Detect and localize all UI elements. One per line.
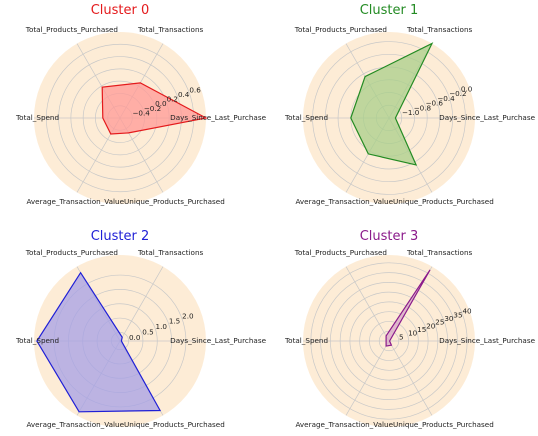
axis-label: Unique_Products_Purchased — [393, 420, 494, 429]
radial-tick-label: 25 — [435, 318, 444, 327]
radial-tick-label: −0.4 — [132, 108, 150, 117]
series-polygon — [101, 82, 208, 135]
axis-label: Total_Products_Purchased — [294, 248, 387, 257]
radial-tick-label: 0.4 — [178, 90, 190, 99]
radial-tick-label: 40 — [462, 307, 472, 316]
radial-tick-label: 15 — [417, 325, 426, 334]
radar-spoke — [119, 266, 164, 342]
axis-label: Total_Products_Purchased — [25, 248, 118, 257]
series-polygon — [385, 269, 431, 347]
radial-tick-label: −0.6 — [425, 99, 443, 108]
series-polygon — [350, 42, 434, 166]
radial-tick-label: 10 — [408, 329, 418, 338]
axis-label: Total_Spend — [284, 336, 328, 345]
axis-label: Days_Since_Last_Purchase — [439, 113, 535, 122]
axis-label: Total_Transactions — [406, 248, 472, 257]
chart-title: Cluster 2 — [91, 229, 150, 244]
axis-label: Days_Since_Last_Purchase — [170, 113, 266, 122]
radial-tick-label: 30 — [444, 314, 454, 323]
radial-tick-label: 20 — [426, 321, 436, 330]
axis-label: Unique_Products_Purchased — [124, 197, 225, 206]
axis-label: Days_Since_Last_Purchase — [170, 336, 266, 345]
axis-label: Total_Transactions — [406, 25, 472, 34]
chart-title: Cluster 0 — [91, 3, 150, 18]
radar-spoke — [388, 340, 433, 416]
radial-tick-label: −0.8 — [414, 103, 432, 112]
axis-label: Total_Products_Purchased — [25, 25, 118, 34]
radar-chart-0: −0.4−0.20.00.20.40.6 Days_Since_Last_Purc… — [15, 3, 267, 206]
axis-label: Total_Transactions — [137, 25, 203, 34]
radial-tick-label: 0.0 — [129, 333, 141, 342]
radar-spoke — [345, 340, 390, 416]
radial-tick-label: 5 — [399, 332, 404, 341]
axis-label: Total_Spend — [284, 113, 328, 122]
axis-label: Average_Transaction_Value — [26, 197, 124, 206]
radial-tick-label: 35 — [453, 310, 462, 319]
series-polygon — [36, 271, 162, 413]
axis-label: Unique_Products_Purchased — [124, 420, 225, 429]
axis-label: Total_Transactions — [137, 248, 203, 257]
axis-label: Total_Spend — [15, 336, 59, 345]
axis-label: Unique_Products_Purchased — [393, 197, 494, 206]
radial-tick-label: −1.0 — [402, 108, 420, 117]
radial-tick-label: −0.2 — [144, 104, 161, 113]
radial-tick-label: 0.5 — [142, 327, 153, 336]
radar-chart-2: 0.00.51.01.52.0 Days_Since_Last_Purchase T… — [15, 229, 267, 429]
radar-chart-1: −1.0−0.8−0.6−0.4−0.20.0 Days_Since_Last_P… — [284, 3, 536, 206]
radial-tick-label: 1.5 — [169, 317, 180, 326]
axis-label: Average_Transaction_Value — [295, 197, 393, 206]
axis-label: Days_Since_Last_Purchase — [439, 336, 535, 345]
chart-title: Cluster 1 — [360, 3, 419, 18]
radial-tick-label: 0.6 — [189, 85, 201, 94]
radial-tick-label: −0.2 — [449, 89, 466, 98]
axis-label: Average_Transaction_Value — [26, 420, 124, 429]
axis-label: Total_Spend — [15, 113, 59, 122]
axis-label: Average_Transaction_Value — [295, 420, 393, 429]
axis-label: Total_Products_Purchased — [294, 25, 387, 34]
radial-tick-label: 0.0 — [461, 84, 473, 93]
radial-tick-label: 1.0 — [156, 322, 168, 331]
radial-tick-label: 0.0 — [155, 99, 167, 108]
radial-tick-label: 2.0 — [182, 311, 194, 320]
chart-title: Cluster 3 — [360, 229, 419, 244]
radial-tick-label: −0.4 — [437, 94, 455, 103]
radar-chart-3: 5 10 15 20 25 30 35 40 Days_Since_Last_Purchase T… — [284, 229, 536, 429]
radial-tick-label: 0.2 — [167, 95, 178, 104]
radar-spoke — [345, 266, 390, 342]
